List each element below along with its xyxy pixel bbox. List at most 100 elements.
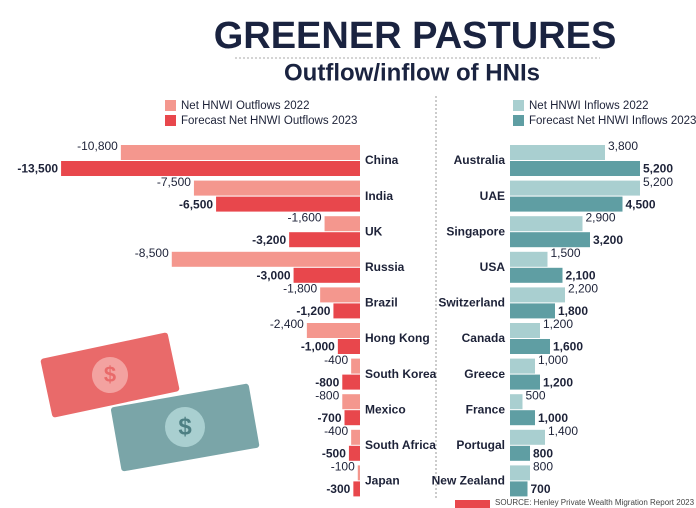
- bar: [61, 161, 360, 176]
- value-label: -8,500: [135, 246, 169, 260]
- value-label: 800: [533, 460, 553, 474]
- value-label: -700: [317, 411, 341, 425]
- bar: [351, 358, 360, 374]
- value-label: -1,800: [283, 282, 317, 296]
- bar: [510, 410, 535, 426]
- value-label: 1,000: [538, 353, 568, 367]
- bar: [510, 303, 555, 319]
- bar: [320, 287, 360, 303]
- bar: [510, 267, 563, 283]
- value-label: 2,200: [568, 282, 598, 296]
- category-label: Portugal: [456, 438, 505, 452]
- bar: [120, 145, 360, 160]
- value-label: -800: [315, 388, 339, 402]
- category-label: Switzerland: [438, 296, 505, 310]
- value-label: 700: [531, 482, 551, 496]
- value-label: -6,500: [179, 197, 213, 211]
- legend-swatch: [165, 115, 176, 126]
- category-label: South Africa: [365, 438, 436, 452]
- value-label: -400: [324, 353, 348, 367]
- bar: [337, 339, 360, 354]
- bar: [306, 323, 360, 338]
- category-label: India: [365, 189, 393, 203]
- bar: [351, 429, 360, 445]
- legend-swatch: [165, 100, 176, 111]
- legend-swatch: [513, 100, 524, 111]
- source-tag: [455, 500, 490, 508]
- category-label: USA: [480, 260, 506, 274]
- bar: [510, 339, 550, 354]
- category-label: Brazil: [365, 296, 398, 310]
- bar: [216, 196, 360, 212]
- category-label: Singapore: [446, 224, 505, 238]
- bar: [510, 445, 530, 461]
- value-label: 1,000: [538, 411, 568, 425]
- value-label: 2,900: [586, 210, 616, 224]
- category-label: Japan: [365, 474, 400, 488]
- legend-swatch: [513, 115, 524, 126]
- bar: [510, 394, 523, 410]
- value-label: -100: [331, 460, 355, 474]
- category-label: Canada: [462, 331, 506, 345]
- category-label: Russia: [365, 260, 405, 274]
- value-label: 1,500: [551, 246, 581, 260]
- category-label: Australia: [454, 153, 506, 167]
- value-label: -3,000: [257, 268, 291, 282]
- category-label: France: [466, 402, 506, 416]
- svg-text:$: $: [104, 362, 116, 387]
- value-label: -10,800: [77, 139, 118, 153]
- value-label: -500: [322, 446, 346, 460]
- chart-subtitle: Outflow/inflow of HNIs: [284, 59, 540, 86]
- bar: [510, 374, 540, 390]
- bar: [342, 394, 360, 410]
- category-label: Mexico: [365, 402, 406, 416]
- bar: [510, 232, 590, 248]
- value-label: -2,400: [270, 317, 304, 331]
- bar: [357, 465, 360, 481]
- value-label: 4,500: [626, 197, 656, 211]
- bar: [510, 145, 605, 160]
- bar: [344, 410, 360, 426]
- legend-label: Forecast Net HNWI Inflows 2023: [529, 115, 696, 127]
- category-label: China: [365, 153, 399, 167]
- value-label: 5,200: [643, 162, 673, 176]
- bar: [333, 303, 360, 319]
- bar: [293, 267, 360, 283]
- category-label: Hong Kong: [365, 331, 430, 345]
- money-illustration: $ $: [40, 332, 260, 472]
- bar: [193, 180, 360, 196]
- category-label: South Korea: [365, 367, 437, 381]
- value-label: -3,200: [252, 233, 286, 247]
- bar: [353, 481, 360, 497]
- bar: [510, 180, 640, 196]
- value-label: 5,200: [643, 175, 673, 189]
- value-label: 1,200: [543, 375, 573, 389]
- bar: [171, 251, 360, 267]
- category-label: Greece: [464, 367, 505, 381]
- bar: [510, 358, 535, 374]
- bar: [510, 429, 545, 445]
- bar: [348, 445, 360, 461]
- bar: [510, 323, 540, 338]
- bar: [510, 216, 583, 232]
- value-label: 1,800: [558, 304, 588, 318]
- value-label: -1,200: [296, 304, 330, 318]
- value-label: 1,200: [543, 317, 573, 331]
- legend-label: Net HNWI Inflows 2022: [529, 100, 649, 112]
- value-label: 2,100: [566, 268, 596, 282]
- value-label: 3,800: [608, 139, 638, 153]
- bar: [510, 196, 623, 212]
- category-label: UAE: [480, 189, 505, 203]
- value-label: 1,600: [553, 340, 583, 354]
- value-label: -13,500: [17, 162, 58, 176]
- category-label: UK: [365, 224, 383, 238]
- value-label: 1,400: [548, 424, 578, 438]
- legend-label: Forecast Net HNWI Outflows 2023: [181, 115, 357, 127]
- bar: [342, 374, 360, 390]
- legend-label: Net HNWI Outflows 2022: [181, 100, 309, 112]
- bar: [324, 216, 360, 232]
- svg-text:$: $: [178, 413, 192, 440]
- value-label: -7,500: [157, 175, 191, 189]
- bar: [510, 481, 528, 497]
- value-label: -1,000: [301, 340, 335, 354]
